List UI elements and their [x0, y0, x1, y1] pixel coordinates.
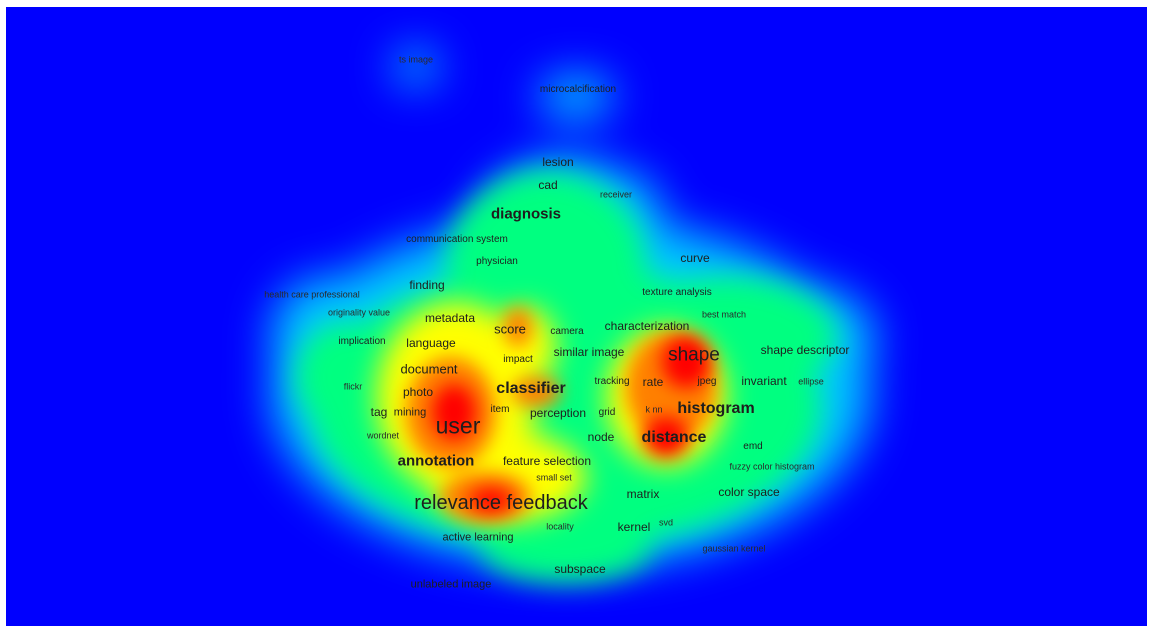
term-tracking[interactable]: tracking: [594, 376, 630, 387]
density-map: ts image microcalcification lesion cad r…: [6, 7, 1147, 626]
term-invariant[interactable]: invariant: [741, 374, 787, 388]
density-layer: [6, 7, 1147, 626]
term-labels: ts image microcalcification lesion cad r…: [6, 7, 1147, 626]
term-annotation[interactable]: annotation: [397, 452, 475, 470]
term-unlabeled-image[interactable]: unlabeled image: [410, 578, 492, 591]
term-subspace[interactable]: subspace: [554, 562, 606, 576]
term-rate[interactable]: rate: [642, 375, 664, 389]
term-perception[interactable]: perception: [529, 406, 587, 420]
term-node[interactable]: node: [587, 430, 615, 444]
term-document[interactable]: document: [400, 361, 458, 377]
term-cad[interactable]: cad: [538, 178, 558, 192]
term-implication[interactable]: implication: [338, 336, 386, 347]
term-k-nn[interactable]: k nn: [645, 404, 663, 415]
term-receiver[interactable]: receiver: [599, 189, 633, 200]
term-grid[interactable]: grid: [598, 407, 616, 418]
term-small-set[interactable]: small set: [536, 472, 572, 483]
term-wordnet[interactable]: wordnet: [366, 430, 400, 441]
density-peak: [432, 336, 710, 512]
term-distance[interactable]: distance: [641, 429, 707, 446]
term-histogram[interactable]: histogram: [677, 400, 755, 417]
term-user[interactable]: user: [435, 412, 481, 439]
term-diagnosis[interactable]: diagnosis: [490, 205, 562, 223]
term-camera[interactable]: camera: [550, 326, 584, 337]
term-curve[interactable]: curve: [680, 251, 710, 265]
term-characterization[interactable]: characterization: [604, 319, 690, 333]
term-communication-system[interactable]: communication system: [406, 234, 508, 245]
term-language[interactable]: language: [406, 336, 456, 350]
term-gaussian-kernel[interactable]: gaussian kernel: [702, 543, 766, 554]
term-feature-selection[interactable]: feature selection: [502, 454, 592, 468]
term-texture-analysis[interactable]: texture analysis: [642, 287, 712, 298]
term-matrix[interactable]: matrix: [626, 487, 660, 501]
term-impact[interactable]: impact: [503, 354, 533, 365]
term-active-learning[interactable]: active learning: [442, 531, 514, 544]
term-metadata[interactable]: metadata: [424, 311, 476, 325]
term-health-care-professional[interactable]: health care professional: [264, 289, 360, 300]
term-relevance-feedback[interactable]: relevance feedback: [414, 492, 588, 514]
term-similar-image[interactable]: similar image: [553, 345, 625, 359]
term-ts-image[interactable]: ts image: [398, 54, 434, 65]
term-classifier[interactable]: classifier: [496, 380, 566, 397]
term-shape-descriptor[interactable]: shape descriptor: [760, 343, 850, 357]
term-fuzzy-color-histogram[interactable]: fuzzy color histogram: [729, 461, 815, 472]
term-physician[interactable]: physician: [476, 256, 518, 267]
term-microcalcification[interactable]: microcalcification: [539, 84, 617, 95]
term-flickr[interactable]: flickr: [343, 381, 363, 392]
term-best-match[interactable]: best match: [701, 309, 747, 320]
term-jpeg[interactable]: jpeg: [697, 376, 717, 387]
term-locality[interactable]: locality: [546, 521, 574, 532]
term-item[interactable]: item: [490, 404, 510, 415]
term-svd[interactable]: svd: [658, 517, 674, 528]
term-mining[interactable]: mining: [393, 406, 427, 419]
term-color-space[interactable]: color space: [718, 485, 780, 499]
term-originality-value[interactable]: originality value: [327, 307, 391, 318]
term-tag[interactable]: tag: [370, 405, 388, 419]
density-high: [406, 307, 716, 522]
term-lesion[interactable]: lesion: [542, 155, 574, 169]
term-emd[interactable]: emd: [743, 441, 763, 452]
term-ellipse[interactable]: ellipse: [798, 376, 824, 387]
term-shape[interactable]: shape: [668, 344, 720, 366]
term-photo[interactable]: photo: [402, 385, 434, 399]
term-score[interactable]: score: [494, 321, 526, 337]
term-finding[interactable]: finding: [409, 278, 445, 292]
term-kernel[interactable]: kernel: [617, 520, 651, 534]
